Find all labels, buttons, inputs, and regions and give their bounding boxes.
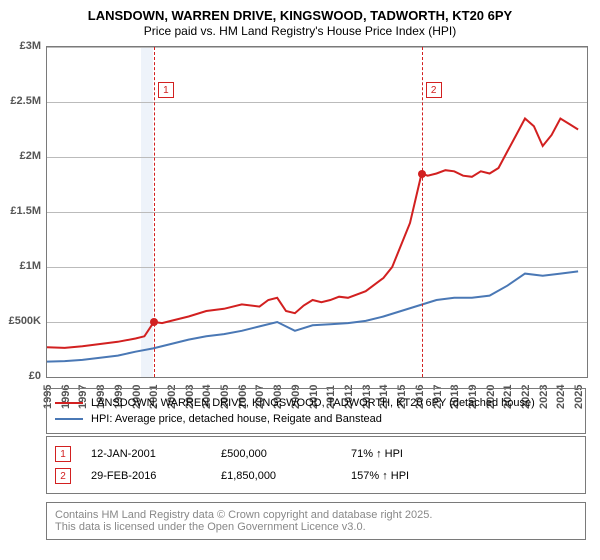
legend-row-hpi: HPI: Average price, detached house, Reig… [55, 411, 577, 427]
transaction-point [150, 318, 158, 326]
transaction-row: 1 12-JAN-2001 £500,000 71% ↑ HPI [55, 443, 577, 465]
transaction-date: 29-FEB-2016 [91, 470, 201, 482]
transaction-number-badge: 1 [55, 446, 71, 462]
gridline-y [47, 102, 587, 103]
gridline-y [47, 322, 587, 323]
transaction-number-badge: 2 [55, 468, 71, 484]
chart-container: { "title_line1": "LANSDOWN, WARREN DRIVE… [0, 0, 600, 560]
chart-subtitle: Price paid vs. HM Land Registry's House … [0, 24, 600, 42]
ytick-label: £1.5M [1, 205, 41, 217]
legend-label-hpi: HPI: Average price, detached house, Reig… [91, 413, 382, 425]
transaction-marker-number: 2 [426, 82, 442, 98]
legend-swatch-hpi [55, 418, 83, 420]
transaction-price: £500,000 [221, 448, 331, 460]
ytick-label: £3M [1, 40, 41, 52]
ytick-label: £500K [1, 315, 41, 327]
gridline-y [47, 212, 587, 213]
attribution-line2: This data is licensed under the Open Gov… [55, 521, 577, 533]
legend: LANSDOWN, WARREN DRIVE, KINGSWOOD, TADWO… [46, 388, 586, 434]
transaction-marker-line [154, 47, 155, 377]
ytick-label: £0 [1, 370, 41, 382]
attribution-line1: Contains HM Land Registry data © Crown c… [55, 509, 577, 521]
legend-swatch-price [55, 402, 83, 404]
transaction-delta: 157% ↑ HPI [351, 470, 409, 482]
chart-title: LANSDOWN, WARREN DRIVE, KINGSWOOD, TADWO… [0, 0, 600, 24]
transaction-marker-number: 1 [158, 82, 174, 98]
plot-area: £0£500K£1M£1.5M£2M£2.5M£3M19951996199719… [46, 46, 588, 378]
legend-row-price: LANSDOWN, WARREN DRIVE, KINGSWOOD, TADWO… [55, 395, 577, 411]
ytick-label: £2M [1, 150, 41, 162]
legend-label-price: LANSDOWN, WARREN DRIVE, KINGSWOOD, TADWO… [91, 397, 535, 409]
gridline-y [47, 157, 587, 158]
attribution: Contains HM Land Registry data © Crown c… [46, 502, 586, 540]
gridline-y [47, 267, 587, 268]
transaction-row: 2 29-FEB-2016 £1,850,000 157% ↑ HPI [55, 465, 577, 487]
transaction-marker-line [422, 47, 423, 377]
transaction-delta: 71% ↑ HPI [351, 448, 403, 460]
transactions-table: 1 12-JAN-2001 £500,000 71% ↑ HPI 2 29-FEB-201… [46, 436, 586, 494]
ytick-label: £2.5M [1, 95, 41, 107]
gridline-y [47, 47, 587, 48]
ytick-label: £1M [1, 260, 41, 272]
transaction-point [418, 170, 426, 178]
transaction-price: £1,850,000 [221, 470, 331, 482]
transaction-date: 12-JAN-2001 [91, 448, 201, 460]
